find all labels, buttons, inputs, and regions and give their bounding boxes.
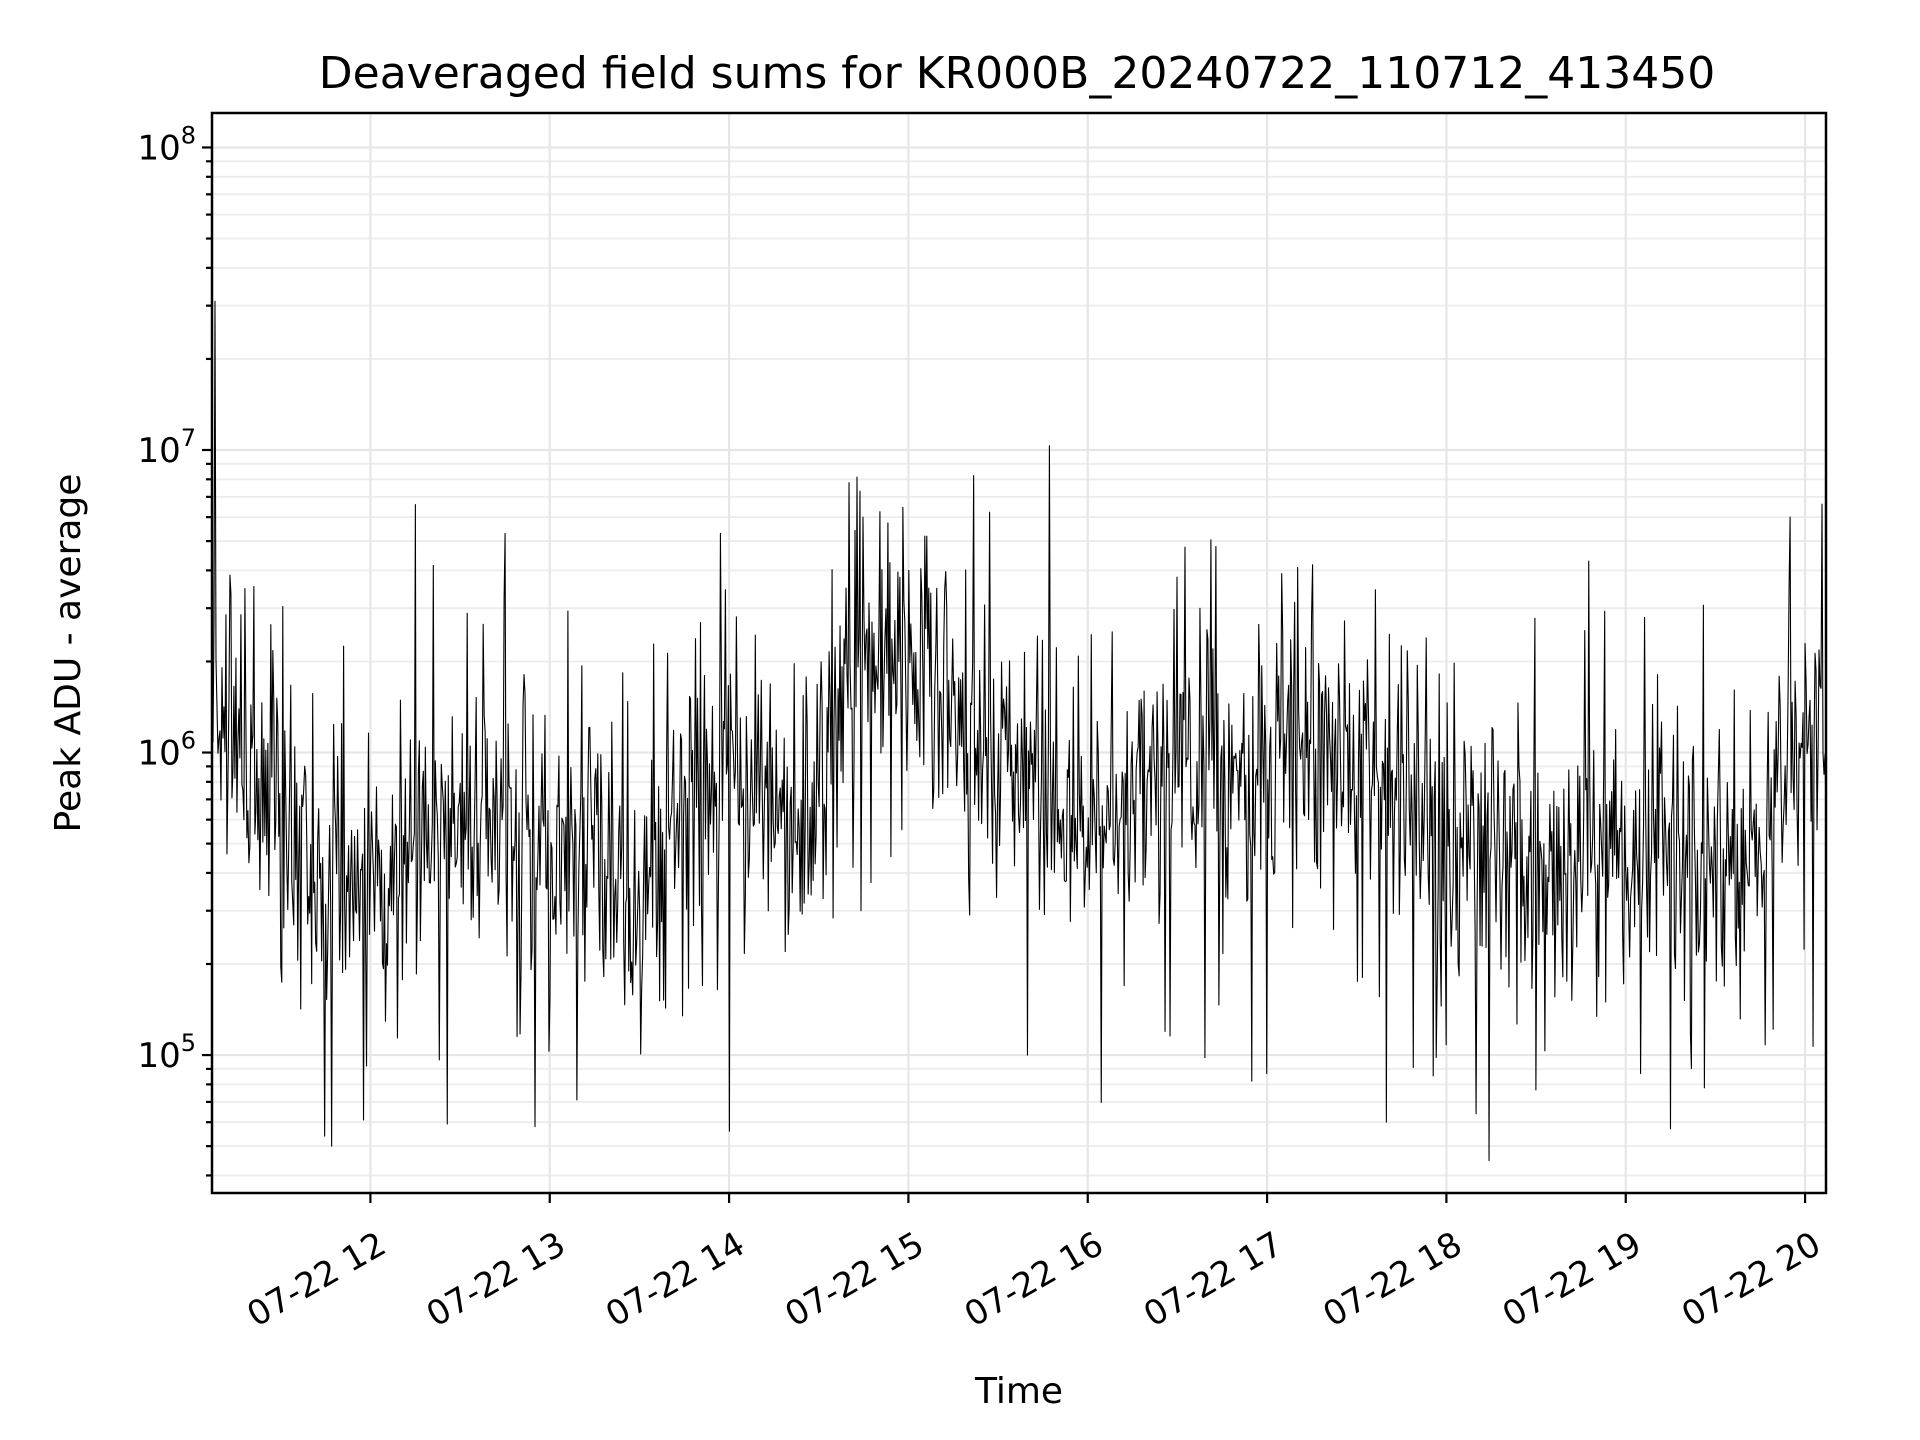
chart-title: Deaveraged field sums for KR000B_2024072… <box>319 48 1715 99</box>
x-tick-label: 07-22 18 <box>1317 1224 1469 1335</box>
y-axis-label: Peak ADU - average <box>48 474 89 833</box>
x-axis-label: Time <box>974 1371 1063 1412</box>
x-tick-label: 07-22 16 <box>958 1224 1110 1335</box>
y-tick-exponent: 7 <box>181 424 196 452</box>
y-tick-exponent: 5 <box>181 1029 196 1057</box>
x-tick-label: 07-22 13 <box>420 1224 572 1335</box>
y-tick-base: 10 <box>137 128 180 168</box>
x-tick-label: 07-22 17 <box>1137 1224 1289 1335</box>
grid <box>212 113 1826 1193</box>
plot-frame <box>210 111 1828 1195</box>
x-tick-label: 07-22 19 <box>1496 1224 1648 1335</box>
x-axis: 07-22 12 07-22 13 07-22 14 07-22 15 07-22 16… <box>241 1193 1828 1335</box>
x-tick-label: 07-22 12 <box>241 1224 393 1335</box>
y-tick-label: 107 <box>137 424 196 471</box>
y-tick-exponent: 8 <box>181 121 196 149</box>
y-tick-base: 10 <box>137 431 180 471</box>
y-tick-base: 10 <box>137 1036 180 1076</box>
y-tick-label: 106 <box>137 727 196 774</box>
x-tick-label: 07-22 14 <box>599 1224 751 1335</box>
y-tick-exponent: 6 <box>181 727 196 755</box>
y-tick-label: 108 <box>137 121 196 168</box>
series-line <box>211 300 1827 1162</box>
x-tick-label: 07-22 20 <box>1675 1224 1827 1335</box>
y-tick-base: 10 <box>137 734 180 774</box>
x-tick-label: 07-22 15 <box>779 1224 931 1335</box>
y-tick-label: 105 <box>137 1029 196 1076</box>
